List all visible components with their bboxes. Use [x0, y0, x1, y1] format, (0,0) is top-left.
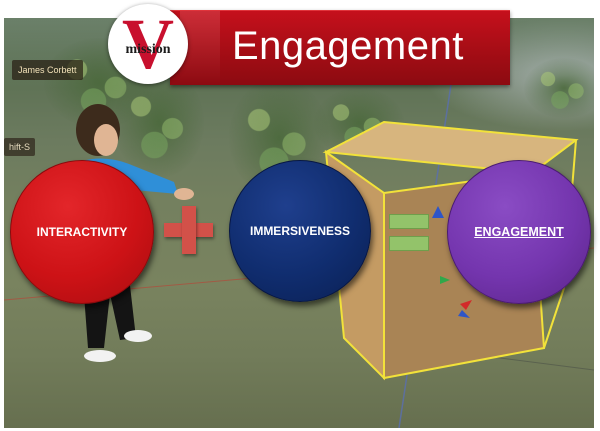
avatar-shoe-left — [84, 350, 116, 362]
plus-sign-vertical — [182, 206, 196, 254]
logo-word-mission: mission — [125, 42, 171, 57]
avatar-face — [94, 124, 118, 156]
wooden-box-edge-bottom — [543, 287, 565, 349]
title-banner: Engagement — [170, 10, 510, 85]
tree-mid-left — [114, 68, 204, 178]
interactivity-label: INTERACTIVITY — [36, 225, 128, 239]
tree-far-right — [524, 58, 594, 118]
engagement-circle[interactable]: ENGAGEMENT — [447, 160, 591, 304]
immersiveness-label: IMMERSIVENESS — [249, 224, 351, 238]
interactivity-circle: INTERACTIVITY — [10, 160, 154, 304]
immersiveness-circle: IMMERSIVENESS — [229, 160, 371, 302]
secondary-name-tag: hift-S — [4, 138, 36, 156]
equals-sign-top-bar — [389, 214, 429, 229]
avatar-hand — [174, 188, 194, 200]
mission-v-logo: V mission — [108, 4, 188, 84]
gizmo-arrow-blue — [432, 206, 444, 218]
page-title: Engagement — [232, 24, 464, 68]
engagement-link[interactable]: ENGAGEMENT — [474, 225, 564, 239]
gizmo-arrow-red — [460, 300, 472, 310]
gizmo-arrow-green — [440, 276, 450, 284]
logo-letter-v: V — [122, 4, 174, 84]
avatar-shoe-right — [124, 330, 152, 342]
gizmo-arrow-blue-2 — [458, 310, 470, 318]
equals-sign-bottom-bar — [389, 236, 429, 251]
avatar-name-tag: James Corbett — [12, 60, 83, 80]
